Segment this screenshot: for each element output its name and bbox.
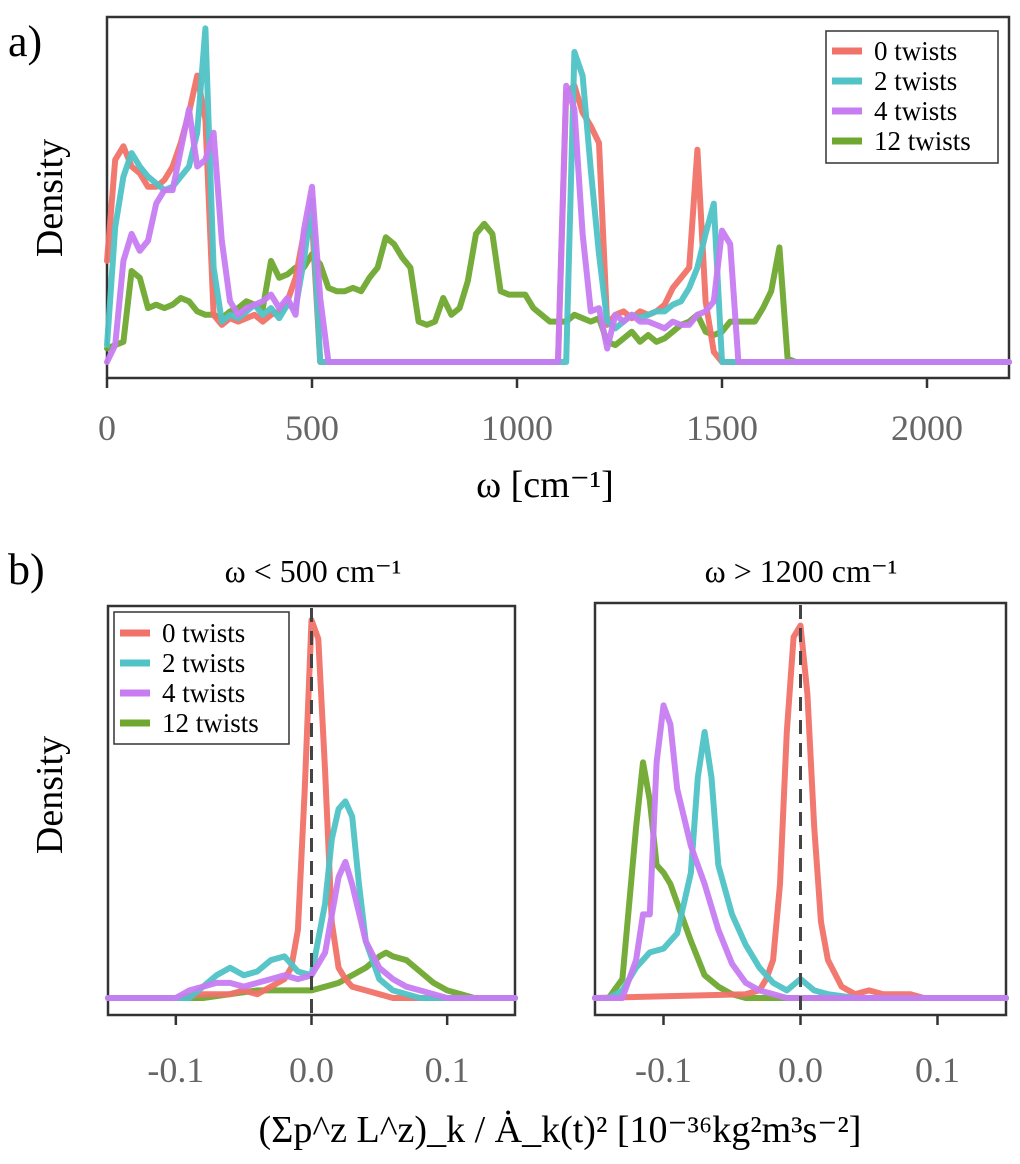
- panel-a-series-4-twists: [104, 82, 1012, 365]
- panel-b-letter: b): [8, 545, 45, 594]
- panel-b-legend-entry-12-twists: 12 twists: [162, 708, 259, 738]
- panel-b-legend-entry-0-twists: 0 twists: [162, 618, 245, 648]
- panel-a-tick-label: 1000: [481, 408, 553, 448]
- panel-b-legend-entry-4-twists: 4 twists: [162, 678, 245, 708]
- panel-a-frame: [105, 15, 1011, 380]
- panel-a-ticks: 0 500 1000 1500 2000: [98, 378, 963, 448]
- panel-a-xlabel: ω [cm⁻¹]: [476, 464, 614, 506]
- panel-b-right-title: ω > 1200 cm⁻¹: [705, 553, 898, 589]
- panel-b-ylabel: Density: [29, 736, 71, 854]
- panel-b-xlabel: (Σp^z L^z)_k / Ȧ_k(t)² [10⁻³⁶kg²m³s⁻²]: [259, 1109, 862, 1151]
- panel-b-left-ticks: -0.1 0.0 0.1: [147, 1015, 470, 1090]
- panel-b-left-tick-label: 0.0: [289, 1050, 334, 1090]
- panel-b-left-title: ω < 500 cm⁻¹: [225, 553, 402, 589]
- panel-b-legend-entry-2-twists: 2 twists: [162, 648, 245, 678]
- panel-a: a) 0 500 1000 1500 2000 Density ω [cm⁻¹] 0 t…: [8, 15, 1012, 506]
- panel-a-ylabel: Density: [29, 139, 71, 257]
- panel-b-left-series-4-twists: [105, 858, 518, 1001]
- panel-a-tick-label: 500: [285, 408, 339, 448]
- panel-b-left-tick-label: -0.1: [147, 1050, 204, 1090]
- panel-b-right-tick-label: 0.1: [915, 1050, 960, 1090]
- panel-a-legend-entry-2-twists: 2 twists: [874, 66, 957, 96]
- panel-b-right-lines: [592, 622, 1009, 1001]
- panel-a-legend-entry-12-twists: 12 twists: [874, 126, 971, 156]
- panel-b-right-tick-label: 0.0: [778, 1050, 823, 1090]
- panel-a-tick-label: 0: [98, 408, 116, 448]
- panel-b-right-series-0-twists: [592, 622, 1009, 1001]
- panel-b-left-tick-label: 0.1: [425, 1050, 470, 1090]
- panel-a-legend-entry-4-twists: 4 twists: [874, 96, 957, 126]
- panel-b-left-series-2-twists: [105, 798, 518, 1001]
- panel-b-right-ticks: -0.1 0.0 0.1: [635, 1015, 960, 1090]
- panel-b: b) ω < 500 cm⁻¹ ω > 1200 cm⁻¹ -0.1 0.0 0.1…: [8, 545, 1009, 1151]
- panel-a-tick-label: 1500: [686, 408, 758, 448]
- panel-b-right-series-4-twists: [592, 702, 1009, 1001]
- panel-a-legend-entry-0-twists: 0 twists: [874, 36, 957, 66]
- panel-a-letter: a): [8, 17, 42, 66]
- panel-b-right-series-2-twists: [592, 729, 1009, 1001]
- panel-b-right-tick-label: -0.1: [635, 1050, 692, 1090]
- panel-a-lines: [104, 25, 1012, 365]
- panel-a-tick-label: 2000: [891, 408, 963, 448]
